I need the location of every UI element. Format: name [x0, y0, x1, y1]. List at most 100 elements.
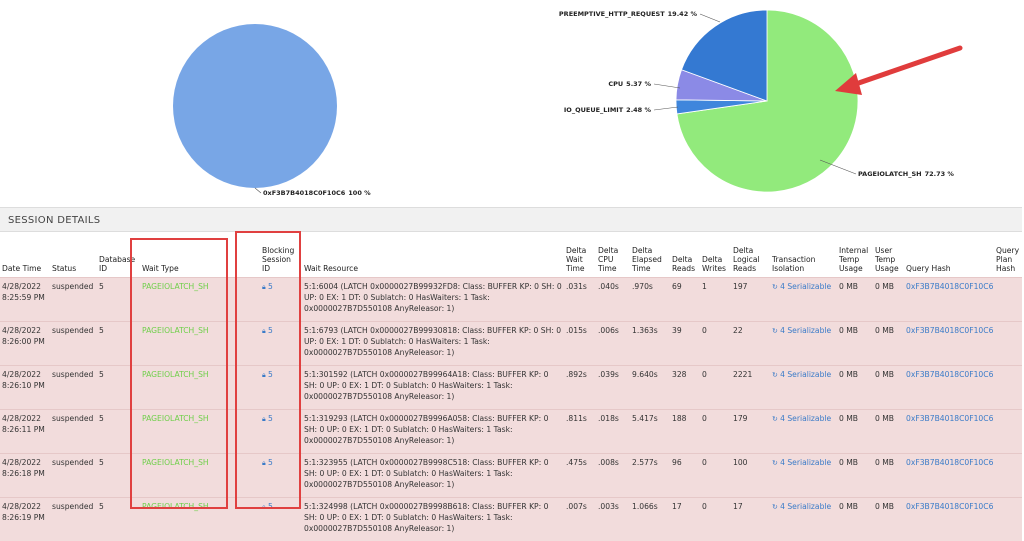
cell-link[interactable]: 5: [268, 282, 273, 291]
table-cell: 0 MB: [837, 454, 873, 498]
table-cell: 0xF3B7B4018C0F10C6: [904, 454, 994, 498]
table-cell: .031s: [564, 278, 596, 322]
leader-line: [700, 14, 720, 22]
cell-link[interactable]: 0xF3B7B4018C0F10C6: [906, 414, 993, 423]
table-cell: 2221: [731, 366, 770, 410]
column-header: Delta Reads: [670, 233, 700, 278]
section-title: SESSION DETAILS: [0, 207, 1022, 232]
table-cell: PAGEIOLATCH_SH: [140, 410, 260, 454]
table-cell: 5:1:6004 (LATCH 0x0000027B99932FD8: Clas…: [302, 278, 564, 322]
column-header: Transaction Isolation: [770, 233, 837, 278]
table-cell: 0: [700, 454, 731, 498]
cell-link[interactable]: 4 Serializable: [780, 502, 831, 511]
cell-link[interactable]: 5: [268, 414, 273, 423]
column-header: Delta Elapsed Time: [630, 233, 670, 278]
table-cell: 69: [670, 278, 700, 322]
column-header: Status: [50, 233, 97, 278]
icon: ↻: [772, 415, 780, 423]
cell-link[interactable]: 0xF3B7B4018C0F10C6: [906, 458, 993, 467]
column-header: Query Hash: [904, 233, 994, 278]
table-cell: .008s: [596, 454, 630, 498]
column-header: Delta Logical Reads: [731, 233, 770, 278]
column-header: Blocking Session ID: [260, 233, 302, 278]
slice-name: 0xF3B7B4018C0F10C6: [263, 189, 346, 197]
table-cell: 0xF3B7B4018C0F10C6: [904, 366, 994, 410]
table-cell: .970s: [630, 278, 670, 322]
icon: ↻: [772, 503, 780, 511]
table-cell: .811s: [564, 410, 596, 454]
table-cell: .475s: [564, 454, 596, 498]
cell-link[interactable]: 5: [268, 502, 273, 511]
table-cell: 0 MB: [837, 278, 873, 322]
cell-link[interactable]: 4 Serializable: [780, 414, 831, 423]
cell-link[interactable]: 0xF3B7B4018C0F10C6: [906, 502, 993, 511]
table-cell: 0 MB: [873, 410, 904, 454]
table-cell: 4/28/2022 8:26:18 PM: [0, 454, 50, 498]
annotation-arrow: [835, 48, 960, 95]
slice-value: 100 %: [348, 189, 371, 197]
slice-name: IO_QUEUE_LIMIT: [564, 106, 624, 114]
table-cell: 🔒︎ 5: [260, 322, 302, 366]
cell-link[interactable]: 5: [268, 370, 273, 379]
table-cell: 4/28/2022 8:25:59 PM: [0, 278, 50, 322]
table-cell: 2.577s: [630, 454, 670, 498]
table-cell: 1.363s: [630, 322, 670, 366]
table-cell: 5:1:323955 (LATCH 0x0000027B9998C518: Cl…: [302, 454, 564, 498]
table-cell: [994, 322, 1022, 366]
leader-line: [654, 84, 680, 88]
table-cell: 1: [700, 278, 731, 322]
cell-link[interactable]: 5: [268, 458, 273, 467]
table-cell: ↻ 4 Serializable: [770, 410, 837, 454]
table-cell: 🔒︎ 5: [260, 454, 302, 498]
table-cell: 0: [700, 498, 731, 541]
slice-name: CPU: [608, 80, 623, 88]
leader-line: [654, 107, 678, 110]
pie-slice: [173, 24, 337, 188]
table-cell: suspended: [50, 366, 97, 410]
table-cell: ↻ 4 Serializable: [770, 366, 837, 410]
column-header: Delta Writes: [700, 233, 731, 278]
cell-link[interactable]: 0xF3B7B4018C0F10C6: [906, 282, 993, 291]
column-header: Delta Wait Time: [564, 233, 596, 278]
table-cell: [994, 498, 1022, 541]
cell-link[interactable]: 4 Serializable: [780, 282, 831, 291]
table-cell: 22: [731, 322, 770, 366]
cell-link[interactable]: 4 Serializable: [780, 326, 831, 335]
table-cell: suspended: [50, 278, 97, 322]
table-cell: 5: [97, 454, 140, 498]
cell-link[interactable]: 0xF3B7B4018C0F10C6: [906, 370, 993, 379]
table-cell: ↻ 4 Serializable: [770, 278, 837, 322]
cell-link[interactable]: 0xF3B7B4018C0F10C6: [906, 326, 993, 335]
table-cell: 17: [731, 498, 770, 541]
table-cell: 0 MB: [873, 454, 904, 498]
table-cell: 0: [700, 322, 731, 366]
table-cell: 5:1:301592 (LATCH 0x0000027B99964A18: Cl…: [302, 366, 564, 410]
column-header: Date Time: [0, 233, 50, 278]
table-cell: PAGEIOLATCH_SH: [140, 322, 260, 366]
table-cell: suspended: [50, 322, 97, 366]
column-header: Delta CPU Time: [596, 233, 630, 278]
slice-value: 2.48 %: [626, 106, 651, 114]
icon: ↻: [772, 327, 780, 335]
cell-link[interactable]: 5: [268, 326, 273, 335]
table-cell: suspended: [50, 454, 97, 498]
table-cell: 96: [670, 454, 700, 498]
table-cell: .007s: [564, 498, 596, 541]
table-cell: .006s: [596, 322, 630, 366]
table-cell: 0xF3B7B4018C0F10C6: [904, 322, 994, 366]
table-cell: 4/28/2022 8:26:11 PM: [0, 410, 50, 454]
table-cell: 5: [97, 322, 140, 366]
slice-name: PAGEIOLATCH_SH: [858, 170, 922, 178]
table-cell: 0: [700, 410, 731, 454]
cell-link[interactable]: 4 Serializable: [780, 370, 831, 379]
cell-link[interactable]: 4 Serializable: [780, 458, 831, 467]
table-cell: 5:1:6793 (LATCH 0x0000027B99930818: Clas…: [302, 322, 564, 366]
page: {"chart_data":[ {"type":"pie","categorie…: [0, 0, 1024, 509]
